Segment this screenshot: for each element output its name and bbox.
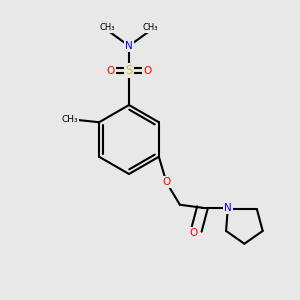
Text: N: N	[125, 41, 133, 51]
Text: O: O	[190, 228, 198, 238]
Text: CH₃: CH₃	[62, 115, 78, 124]
Text: N: N	[224, 203, 232, 213]
Text: CH₃: CH₃	[143, 23, 158, 32]
Text: O: O	[143, 65, 152, 76]
Text: S: S	[125, 64, 133, 77]
Text: O: O	[162, 177, 170, 187]
Text: CH₃: CH₃	[100, 23, 115, 32]
Text: O: O	[106, 65, 115, 76]
